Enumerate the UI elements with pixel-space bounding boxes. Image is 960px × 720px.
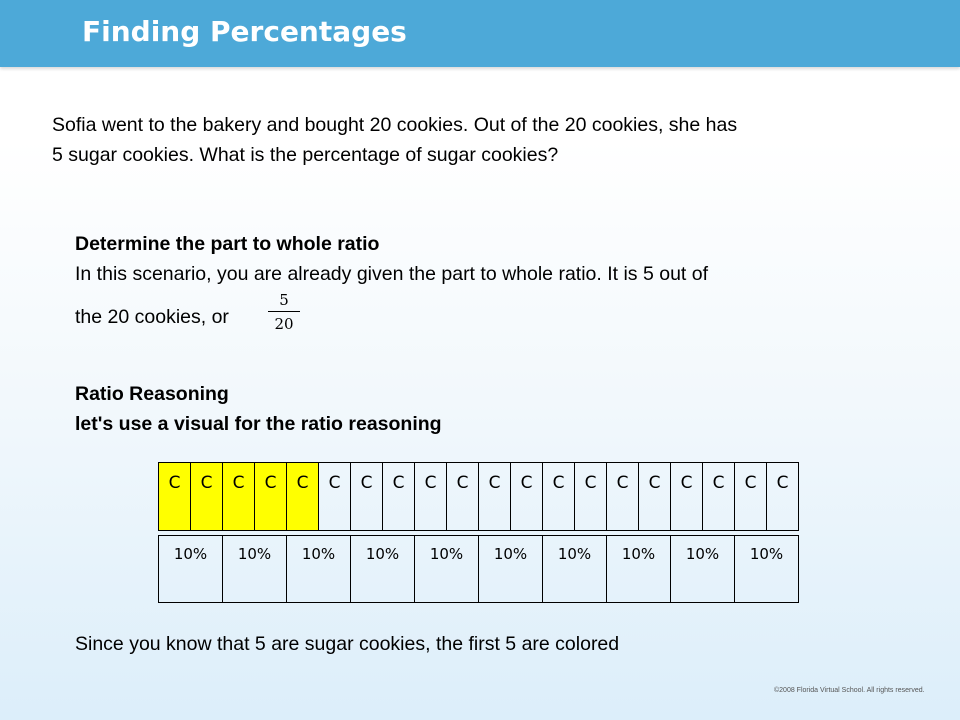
conclusion-text: Since you know that 5 are sugar cookies,… <box>75 633 620 655</box>
cookie-cell: C <box>479 463 511 530</box>
cookie-cell: C <box>351 463 383 530</box>
cookie-cell: C <box>735 463 767 530</box>
ratio-fraction: 5 20 <box>268 290 300 333</box>
cookie-cell: C <box>511 463 543 530</box>
percent-cell: 10% <box>671 536 735 602</box>
step-text-line-1: In this scenario, you are already given … <box>75 263 709 285</box>
step-heading-ratio: Determine the part to whole ratio <box>75 233 380 255</box>
percent-cell: 10% <box>415 536 479 602</box>
copyright-notice: ©2008 Florida Virtual School. All rights… <box>774 687 925 694</box>
slide-title: Finding Percentages <box>82 15 407 48</box>
percent-cell: 10% <box>735 536 799 602</box>
problem-line-1: Sofia went to the bakery and bought 20 c… <box>52 114 738 136</box>
percent-cell: 10% <box>543 536 607 602</box>
percent-cell: 10% <box>287 536 351 602</box>
header-bar <box>0 0 960 67</box>
fraction-numerator: 5 <box>268 290 300 312</box>
percent-cell: 10% <box>223 536 287 602</box>
fraction-denominator: 20 <box>274 315 294 333</box>
sugar-cookie-cell: C <box>255 463 287 530</box>
step-text-line-2: the 20 cookies, or <box>75 306 229 328</box>
percent-strip: 10% 10% 10% 10% 10% 10% 10% 10% 10% 10% <box>158 535 799 603</box>
cookie-cell: C <box>447 463 479 530</box>
cookie-cell: C <box>767 463 799 530</box>
cookie-cell: C <box>671 463 703 530</box>
cookie-cell: C <box>415 463 447 530</box>
percent-cell: 10% <box>479 536 543 602</box>
cookie-cell: C <box>383 463 415 530</box>
problem-line-2: 5 sugar cookies. What is the percentage … <box>52 144 559 166</box>
cookie-cell: C <box>543 463 575 530</box>
sugar-cookie-cell: C <box>191 463 223 530</box>
sugar-cookie-cell: C <box>223 463 255 530</box>
cookie-cell: C <box>319 463 351 530</box>
percent-cell: 10% <box>607 536 671 602</box>
percent-cell: 10% <box>351 536 415 602</box>
sugar-cookie-cell: C <box>287 463 319 530</box>
cookie-cell: C <box>703 463 735 530</box>
step-subheading-visual: let's use a visual for the ratio reasoni… <box>75 413 442 435</box>
cookie-cell: C <box>607 463 639 530</box>
cookie-cell: C <box>639 463 671 530</box>
sugar-cookie-cell: C <box>159 463 191 530</box>
step-heading-reasoning: Ratio Reasoning <box>75 383 229 405</box>
cookie-cell: C <box>575 463 607 530</box>
percent-cell: 10% <box>159 536 223 602</box>
